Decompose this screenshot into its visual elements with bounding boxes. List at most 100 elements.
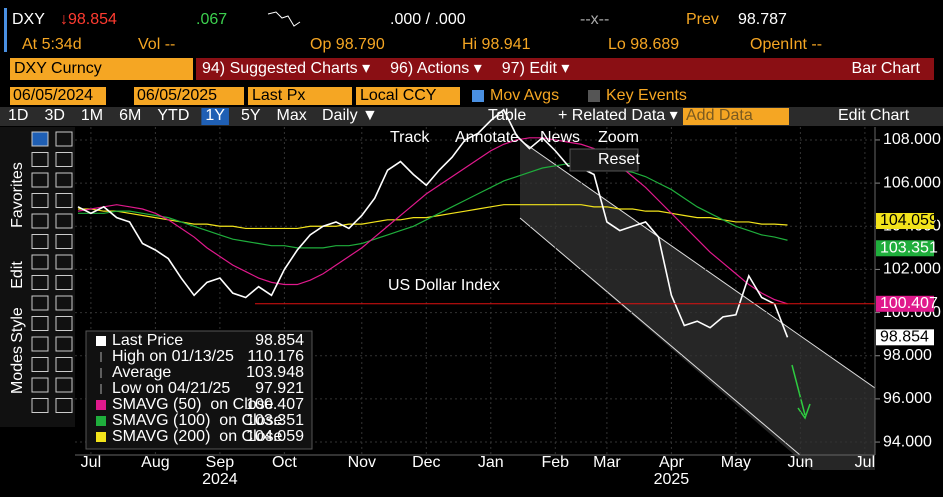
start-date: 06/05/2024 [13, 87, 93, 104]
tool-icon[interactable] [31, 295, 49, 311]
tool-icon[interactable] [31, 254, 49, 270]
period[interactable]: Daily ▼ [322, 107, 378, 124]
x-tick-label: Sep [206, 454, 235, 471]
tool-icon[interactable] [55, 357, 73, 372]
security: DXY Curncy [14, 60, 102, 77]
arrow [791, 364, 806, 416]
checkbox[interactable] [472, 90, 484, 102]
side-tab[interactable]: Favorites [9, 162, 26, 228]
tool-icon[interactable] [31, 316, 49, 331]
range-button[interactable] [201, 108, 229, 125]
edit-chart[interactable]: Edit Chart [838, 107, 910, 124]
mode: Bar Chart [852, 60, 921, 77]
legend-label: Low on 04/21/25 [112, 380, 230, 397]
tool-icon[interactable] [31, 234, 49, 249]
menu-item[interactable]: 94) Suggested Charts ▾ [202, 60, 370, 77]
tool-icon[interactable] [31, 213, 49, 229]
legend-swatch [96, 336, 106, 346]
vol: Vol -- [138, 36, 175, 53]
legend-value: 98.854 [255, 332, 304, 349]
series [77, 108, 875, 338]
tool-icon[interactable] [31, 357, 49, 372]
tool-icon[interactable] [31, 377, 49, 393]
legend-label: SMAVG (100) on Close [112, 412, 283, 429]
chart-tool[interactable]: Track [390, 129, 430, 146]
tool-icon[interactable] [31, 275, 49, 290]
tool-icon[interactable] [55, 172, 73, 188]
tool-icon[interactable] [55, 275, 73, 290]
tool-icon[interactable] [55, 152, 73, 167]
menu-item[interactable]: 97) Edit ▾ [502, 60, 570, 77]
tool-icon[interactable] [55, 336, 73, 352]
legend-swatch [96, 432, 106, 442]
tool-icon[interactable] [31, 172, 49, 188]
tool-icon[interactable] [31, 131, 49, 147]
end-box[interactable] [134, 87, 244, 105]
currency: Local CCY [360, 87, 437, 104]
add-data-box[interactable] [683, 108, 789, 125]
y-tick-label: 96.000 [883, 390, 932, 407]
size: --x-- [580, 11, 609, 28]
y-tick-label: 94.000 [883, 433, 932, 450]
side-tab[interactable]: Modes [9, 346, 26, 394]
chart-tool[interactable]: News [540, 129, 580, 146]
chart-tool[interactable]: Zoom [598, 129, 639, 146]
range-label: YTD [157, 107, 189, 124]
legend-label: Last Price [112, 332, 183, 349]
legend-box [85, 330, 313, 450]
x-tick-label: Aug [141, 454, 169, 471]
security-box[interactable] [10, 58, 193, 80]
tool-icon[interactable] [55, 131, 73, 147]
tool-icon[interactable] [55, 213, 73, 229]
menu-item[interactable]: 96) Actions ▾ [390, 60, 482, 77]
value-tag-label: 100.407 [880, 295, 938, 312]
tool-icon[interactable] [31, 336, 49, 352]
legend-value: 100.407 [246, 396, 304, 413]
side-tab[interactable]: Edit [9, 261, 26, 289]
tool-icon[interactable] [55, 398, 73, 413]
side-tab[interactable]: Style [9, 307, 26, 343]
legend-label: SMAVG (50) on Close [112, 396, 274, 413]
y-tick-label: 106.000 [883, 174, 941, 191]
x-tick-label: Nov [348, 454, 376, 471]
value-tags: 98.854 100.407 103.351 104.059 [876, 212, 938, 346]
x-tick-label: Jul [81, 454, 101, 471]
tools [31, 131, 73, 413]
tool-icon[interactable] [55, 377, 73, 393]
start-box[interactable] [10, 87, 106, 105]
x-tick-label: Dec [412, 454, 440, 471]
channel-line [519, 139, 876, 389]
legend-label: Average [112, 364, 171, 381]
tool-icon[interactable] [55, 234, 73, 249]
value-tag [876, 329, 934, 346]
tool-icon[interactable] [55, 316, 73, 331]
legend-value: 97.921 [255, 380, 304, 397]
value-tag [876, 240, 934, 257]
chart-tool[interactable]: Reset [598, 151, 640, 168]
chart-tool[interactable]: Annotate [455, 129, 519, 146]
field-box[interactable] [248, 87, 352, 105]
legend-label: SMAVG (200) on Close [112, 428, 283, 445]
bid-ask: .000 / .000 [390, 11, 466, 28]
channel-line [519, 217, 801, 456]
tool-icon[interactable] [55, 295, 73, 311]
end-date: 06/05/2025 [137, 87, 217, 104]
tool-icon[interactable] [31, 152, 49, 167]
tool-icon[interactable] [55, 254, 73, 270]
related-data[interactable]: + Related Data ▾ [558, 107, 678, 124]
legend-label: High on 01/13/25 [112, 348, 234, 365]
tool-icon[interactable] [31, 193, 49, 208]
range-label: 1D [8, 107, 28, 124]
prev: 98.787 [738, 11, 787, 28]
legend: Last Price 98.854 High on 01/13/25 110.176 A… [85, 330, 313, 450]
reset-button[interactable] [569, 148, 639, 172]
x-tick-label: May [721, 454, 751, 471]
chart-tools: Track Annotate News Zoom Reset [390, 129, 640, 172]
tool-icon[interactable] [55, 193, 73, 208]
checkbox[interactable] [588, 90, 600, 102]
legend-value: 110.176 [247, 348, 304, 365]
currency-box[interactable] [356, 87, 460, 105]
key-events: Key Events [606, 87, 687, 104]
tool-icon[interactable] [31, 398, 49, 413]
range-label: 1M [81, 107, 103, 124]
